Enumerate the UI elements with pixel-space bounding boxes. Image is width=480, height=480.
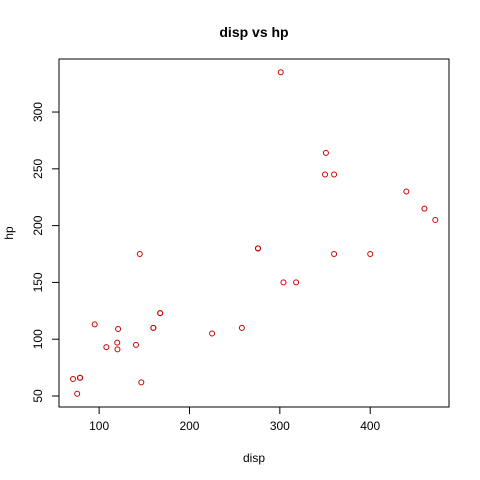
x-axis-label: disp (243, 451, 265, 465)
data-point (138, 379, 145, 386)
data-point (403, 188, 410, 195)
data-point (432, 216, 439, 223)
data-point (150, 324, 157, 331)
x-tick-label: 300 (270, 419, 290, 433)
data-point (91, 321, 98, 328)
data-points (70, 69, 439, 397)
data-point (70, 375, 77, 382)
data-point (322, 149, 329, 156)
plot-frame (58, 58, 450, 408)
data-point (254, 245, 261, 252)
data-point (238, 324, 245, 331)
data-point (114, 339, 121, 346)
data-point (74, 390, 81, 397)
y-tick-label: 250 (31, 158, 45, 178)
data-point (421, 205, 428, 212)
y-axis: 50 100 150 200 250 300 (31, 102, 60, 403)
data-point (322, 171, 329, 178)
data-point (115, 325, 122, 332)
data-point (280, 279, 287, 286)
data-point (293, 279, 300, 286)
y-tick-label: 100 (31, 329, 45, 349)
data-point (136, 251, 143, 258)
data-point (157, 310, 164, 317)
x-tick-label: 200 (179, 419, 199, 433)
y-tick-label: 200 (31, 215, 45, 235)
x-tick-label: 100 (89, 419, 109, 433)
data-point (367, 251, 374, 258)
x-tick-label: 400 (360, 419, 380, 433)
data-point (277, 69, 284, 76)
data-point (132, 341, 139, 348)
data-point (77, 374, 84, 381)
data-point (114, 346, 121, 353)
y-axis-label: hp (2, 226, 16, 240)
data-point (331, 251, 338, 258)
data-point (103, 344, 110, 351)
chart-title: disp vs hp (219, 24, 288, 40)
x-axis: 100 200 300 400 (89, 406, 381, 433)
y-tick-label: 50 (31, 389, 45, 403)
data-point (331, 171, 338, 178)
data-point (209, 330, 216, 337)
y-tick-label: 300 (31, 102, 45, 122)
y-tick-label: 150 (31, 272, 45, 292)
